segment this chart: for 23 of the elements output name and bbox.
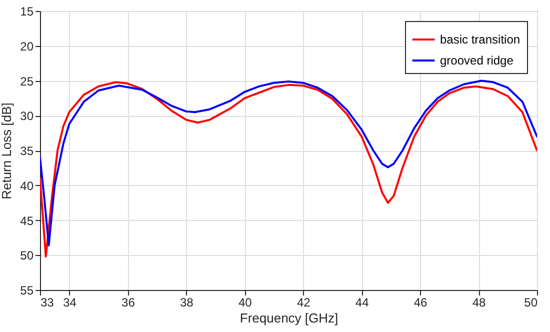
- y-tick-label: 40: [20, 178, 34, 193]
- x-tick-label: 40: [238, 296, 252, 310]
- y-tick-label: 25: [20, 74, 34, 88]
- x-axis-title: Frequency [GHz]: [240, 310, 338, 326]
- x-tick-label: 42: [296, 296, 311, 310]
- y-tick-label: 30: [20, 109, 34, 124]
- x-tick-label: 36: [122, 296, 136, 310]
- y-tick-label: 45: [20, 214, 34, 228]
- x-tick-label: 33: [40, 296, 54, 310]
- y-tick-label: 55: [20, 284, 34, 298]
- x-tick-label: 50: [524, 296, 538, 310]
- x-tick-label: 44: [355, 296, 370, 310]
- legend-label: basic transition: [440, 32, 520, 46]
- x-tick-label: 48: [472, 296, 486, 310]
- x-tick-label: 38: [180, 296, 194, 310]
- y-tick-label: 35: [20, 144, 34, 158]
- y-tick-label: 20: [20, 39, 34, 54]
- x-tick-label: 46: [414, 296, 428, 310]
- y-axis-title: Return Loss [dB]: [0, 102, 14, 200]
- legend-label: grooved ridge: [440, 54, 514, 68]
- y-tick-label: 15: [20, 4, 34, 18]
- x-tick-label: 34: [63, 296, 77, 310]
- y-tick-label: 50: [20, 248, 34, 263]
